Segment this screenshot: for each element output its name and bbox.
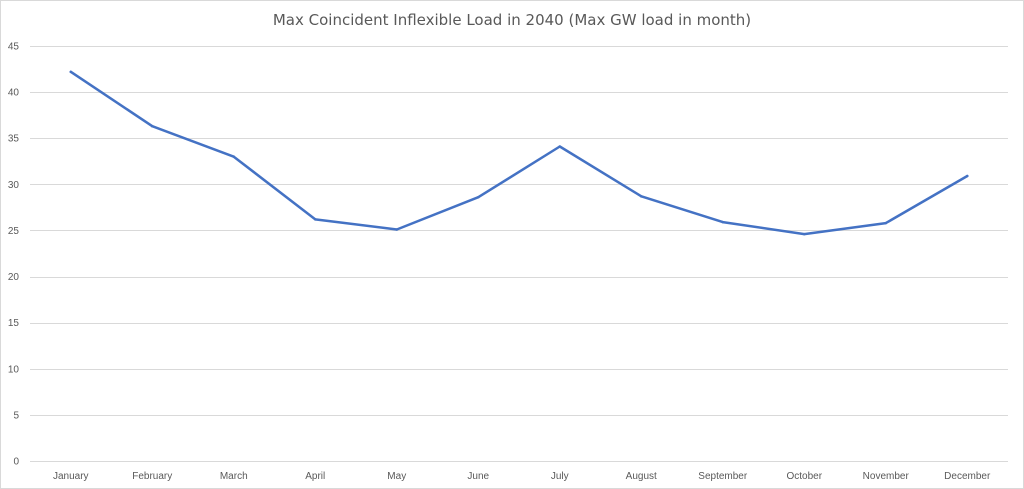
data-point <box>151 124 154 128</box>
y-tick-label: 10 <box>8 364 20 375</box>
series-layer <box>69 70 969 236</box>
y-tick-label: 30 <box>8 180 20 191</box>
series-line <box>69 70 969 236</box>
x-tick-label: June <box>467 471 489 482</box>
gridlines <box>30 46 1008 462</box>
y-tick-label: 15 <box>8 318 20 329</box>
x-tick-label: November <box>863 471 910 482</box>
y-tick-label: 5 <box>13 410 19 421</box>
y-tick-label: 40 <box>8 88 20 99</box>
data-point <box>640 195 643 198</box>
data-point <box>314 218 317 221</box>
x-tick-label: April <box>305 471 325 482</box>
x-tick-label: May <box>387 471 406 482</box>
x-tick-label: March <box>220 471 248 482</box>
chart-title: Max Coincident Inflexible Load in 2040 (… <box>272 11 752 29</box>
y-tick-label: 25 <box>8 226 20 237</box>
x-tick-label: August <box>626 471 657 482</box>
y-tick-label: 20 <box>8 272 20 283</box>
x-tick-label: September <box>698 471 748 482</box>
data-point <box>395 228 398 231</box>
y-tick-label: 35 <box>8 134 20 145</box>
x-tick-label: February <box>132 471 172 482</box>
data-point <box>232 155 235 158</box>
data-point <box>803 232 806 236</box>
x-tick-label: October <box>786 471 822 482</box>
x-tick-label: December <box>944 471 991 482</box>
data-point <box>884 221 887 225</box>
data-point <box>69 70 72 74</box>
y-tick-label: 0 <box>13 457 19 468</box>
x-axis-tick-labels: January February March April May June July Augu… <box>53 471 991 482</box>
data-point <box>721 220 724 224</box>
y-tick-label: 45 <box>8 42 20 53</box>
data-point <box>477 195 480 199</box>
data-point <box>966 174 969 178</box>
x-tick-label: July <box>551 471 569 482</box>
x-tick-label: January <box>53 471 89 482</box>
y-axis-tick-labels: 0 5 10 15 20 25 30 35 40 45 <box>8 42 20 468</box>
data-point <box>558 145 561 148</box>
